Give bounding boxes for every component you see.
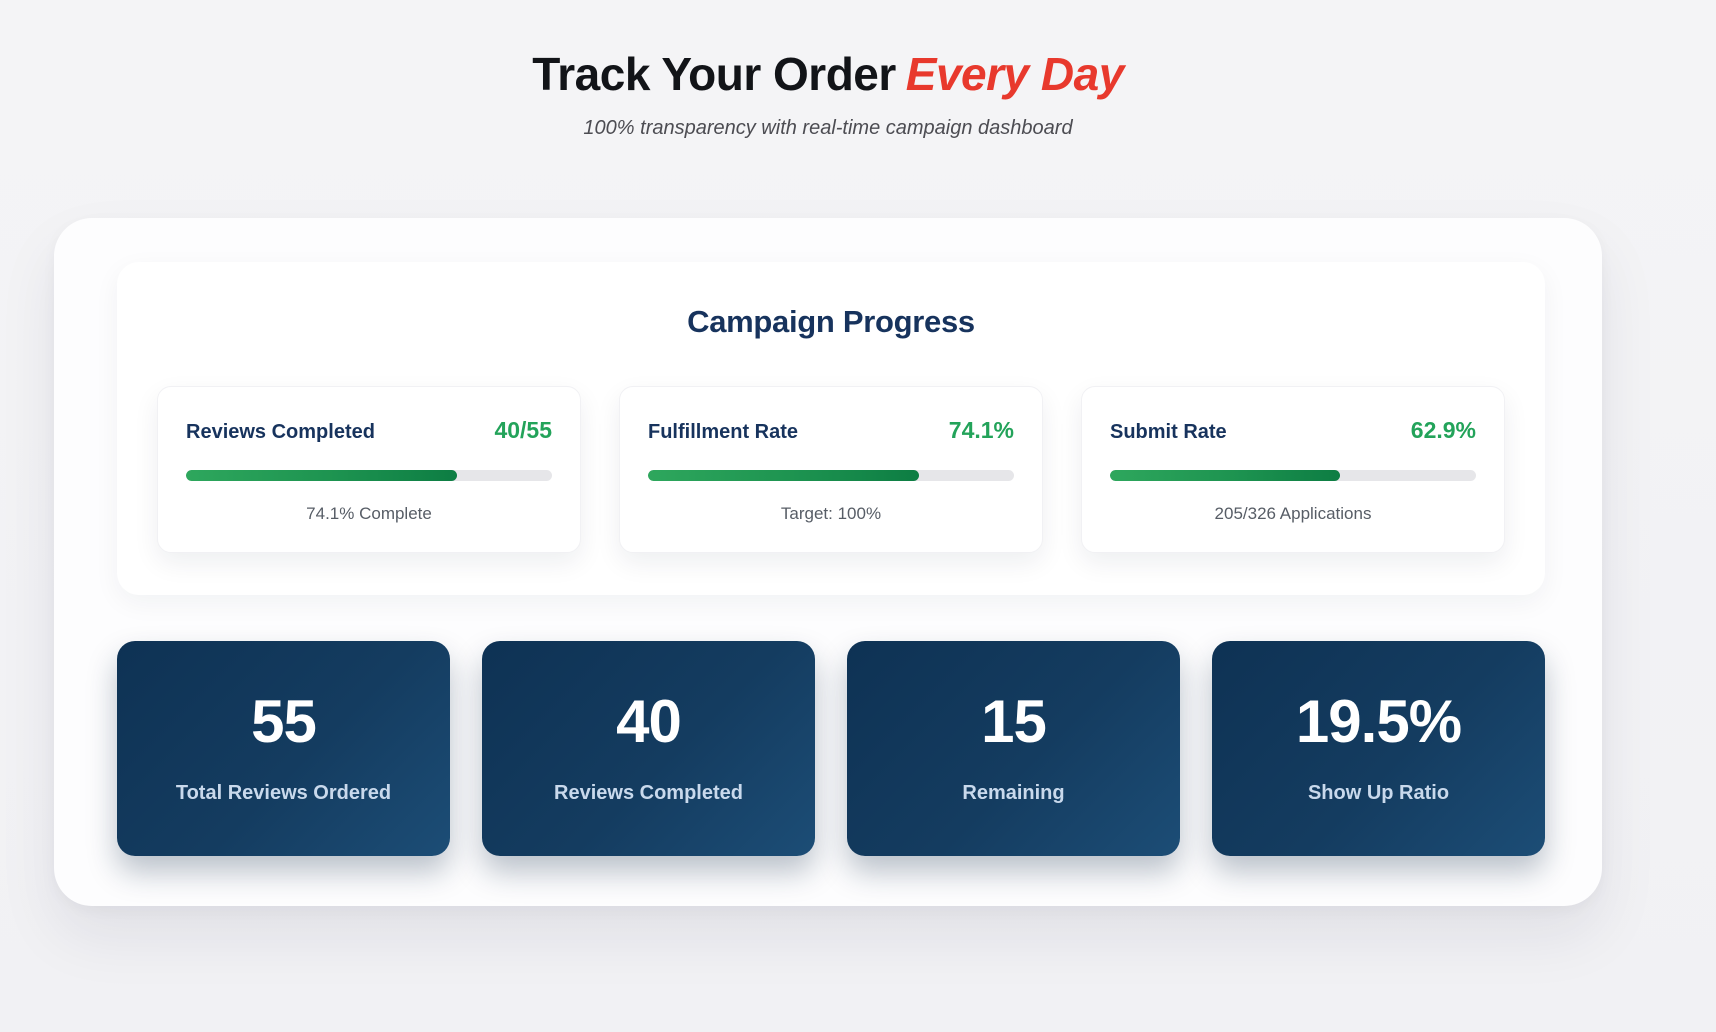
page-title: Track Your Order Every Day [54,48,1602,101]
metric-head: Fulfillment Rate 74.1% [648,417,1014,444]
metric-head: Submit Rate 62.9% [1110,417,1476,444]
page-title-accent: Every Day [905,48,1125,100]
page: Track Your Order Every Day 100% transpare… [54,0,1602,906]
stat-value: 55 [251,687,317,755]
metric-value: 74.1% [948,416,1014,443]
metric-head: Reviews Completed 40/55 [186,417,552,444]
stat-label: Show Up Ratio [1307,781,1450,804]
stat-label: Total Reviews Ordered [175,781,392,804]
metric-value: 40/55 [494,416,552,443]
stat-value: 40 [616,687,682,755]
metrics-row: Reviews Completed 40/55 74.1% Complete F… [157,385,1505,553]
metric-caption: 205/326 Applications [1214,503,1372,523]
campaign-progress-panel: Campaign Progress Reviews Completed 40/5… [117,261,1545,595]
stat-card-total-reviews-ordered: 55 Total Reviews Ordered [117,640,450,856]
metric-card-submit-rate: Submit Rate 62.9% 205/326 Applications [1081,385,1505,553]
dashboard-container: Campaign Progress Reviews Completed 40/5… [54,217,1602,906]
hero-header: Track Your Order Every Day 100% transpare… [54,0,1602,140]
metric-card-reviews-completed: Reviews Completed 40/55 74.1% Complete [157,385,581,553]
metric-label: Fulfillment Rate [648,420,799,443]
stat-label: Reviews Completed [554,781,743,804]
metric-value: 62.9% [1410,416,1476,443]
metric-caption: Target: 100% [780,503,882,523]
progress-bar-track [186,469,552,481]
metric-label: Submit Rate [1110,420,1227,443]
stat-value: 15 [981,687,1047,755]
progress-bar-fill [1110,469,1341,481]
metric-caption: 74.1% Complete [306,503,432,523]
metric-card-fulfillment-rate: Fulfillment Rate 74.1% Target: 100% [619,385,1043,553]
progress-bar-fill [648,469,920,481]
progress-bar-track [648,469,1014,481]
campaign-progress-heading: Campaign Progress [687,303,975,339]
stats-row: 55 Total Reviews Ordered 40 Reviews Comp… [117,640,1545,856]
progress-bar-fill [186,469,458,481]
page-title-main: Track Your Order [532,48,896,100]
stat-card-remaining: 15 Remaining [847,640,1180,856]
page-subtitle: 100% transparency with real-time campaig… [583,116,1073,139]
stat-card-reviews-completed: 40 Reviews Completed [482,640,815,856]
stat-card-show-up-ratio: 19.5% Show Up Ratio [1212,640,1545,856]
metric-label: Reviews Completed [186,420,375,443]
stat-value: 19.5% [1295,687,1462,755]
stat-label: Remaining [962,781,1065,804]
progress-bar-track [1110,469,1476,481]
